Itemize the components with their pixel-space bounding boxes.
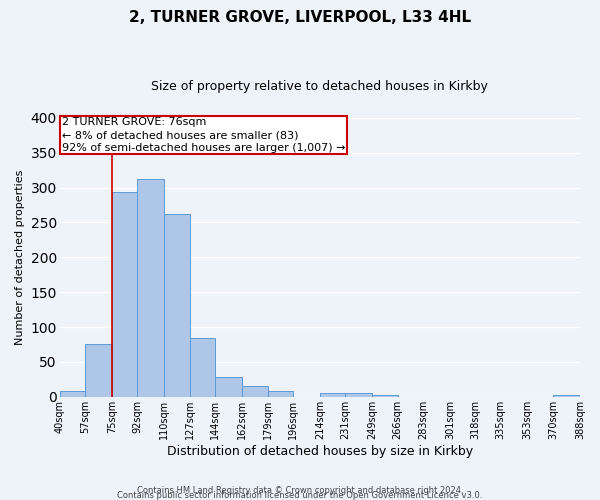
- Bar: [320, 394, 345, 397]
- Bar: [112, 192, 137, 397]
- X-axis label: Distribution of detached houses by size in Kirkby: Distribution of detached houses by size …: [167, 444, 473, 458]
- Text: 2, TURNER GROVE, LIVERPOOL, L33 4HL: 2, TURNER GROVE, LIVERPOOL, L33 4HL: [129, 10, 471, 25]
- Bar: [242, 386, 268, 397]
- Bar: [553, 394, 580, 397]
- FancyBboxPatch shape: [60, 116, 347, 154]
- Bar: [345, 394, 372, 397]
- Bar: [215, 376, 242, 397]
- Bar: [190, 338, 215, 397]
- Bar: [60, 391, 85, 397]
- Bar: [85, 344, 112, 397]
- Bar: [164, 214, 190, 397]
- Y-axis label: Number of detached properties: Number of detached properties: [15, 170, 25, 345]
- Title: Size of property relative to detached houses in Kirkby: Size of property relative to detached ho…: [151, 80, 488, 93]
- Text: Contains HM Land Registry data © Crown copyright and database right 2024.: Contains HM Land Registry data © Crown c…: [137, 486, 463, 495]
- Bar: [372, 394, 398, 397]
- Text: 2 TURNER GROVE: 76sqm
← 8% of detached houses are smaller (83)
92% of semi-detac: 2 TURNER GROVE: 76sqm ← 8% of detached h…: [62, 117, 346, 154]
- Bar: [268, 391, 293, 397]
- Text: Contains public sector information licensed under the Open Government Licence v3: Contains public sector information licen…: [118, 490, 482, 500]
- Bar: [137, 179, 164, 397]
